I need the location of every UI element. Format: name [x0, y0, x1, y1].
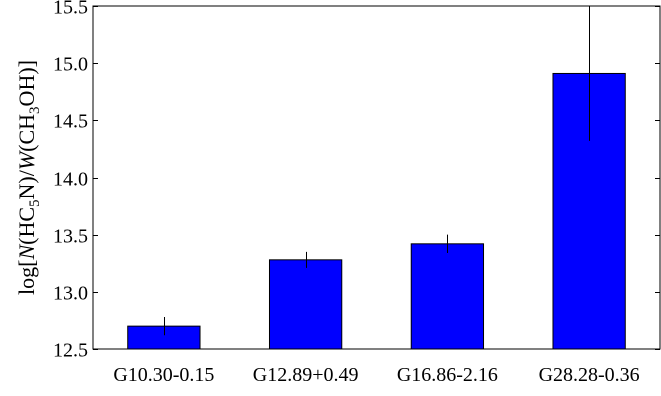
- bar: [410, 243, 485, 350]
- x-tick-label: G16.86-2.16: [397, 364, 498, 386]
- y-tick-label: 13.5: [53, 226, 88, 248]
- x-tick-labels: G10.30-0.15 G12.89+0.49 G16.86-2.16 G28.28-…: [113, 364, 639, 386]
- x-tick-label: G28.28-0.36: [539, 364, 640, 386]
- y-tick-label: 15.5: [53, 0, 88, 19]
- x-tick-label: G10.30-0.15: [113, 364, 214, 386]
- y-tick-label: 15.0: [53, 54, 88, 76]
- bars-layer: [127, 72, 626, 350]
- y-tick-labels: 12.5 13.0 13.5 14.0 14.5 15.0 15.5: [53, 0, 88, 362]
- error-bars-layer: [164, 6, 590, 336]
- y-axis-label: log[N(HC5N)/W(CH3OH)]: [14, 60, 43, 295]
- y-tick-label: 14.0: [53, 169, 88, 191]
- bar: [127, 325, 201, 350]
- y-tick-label: 13.0: [53, 283, 88, 305]
- axes-frame: [92, 5, 661, 350]
- y-tick-label: 12.5: [53, 340, 88, 362]
- bar: [268, 259, 343, 350]
- y-tick-label: 14.5: [53, 111, 88, 133]
- x-tick-label: G12.89+0.49: [253, 364, 359, 386]
